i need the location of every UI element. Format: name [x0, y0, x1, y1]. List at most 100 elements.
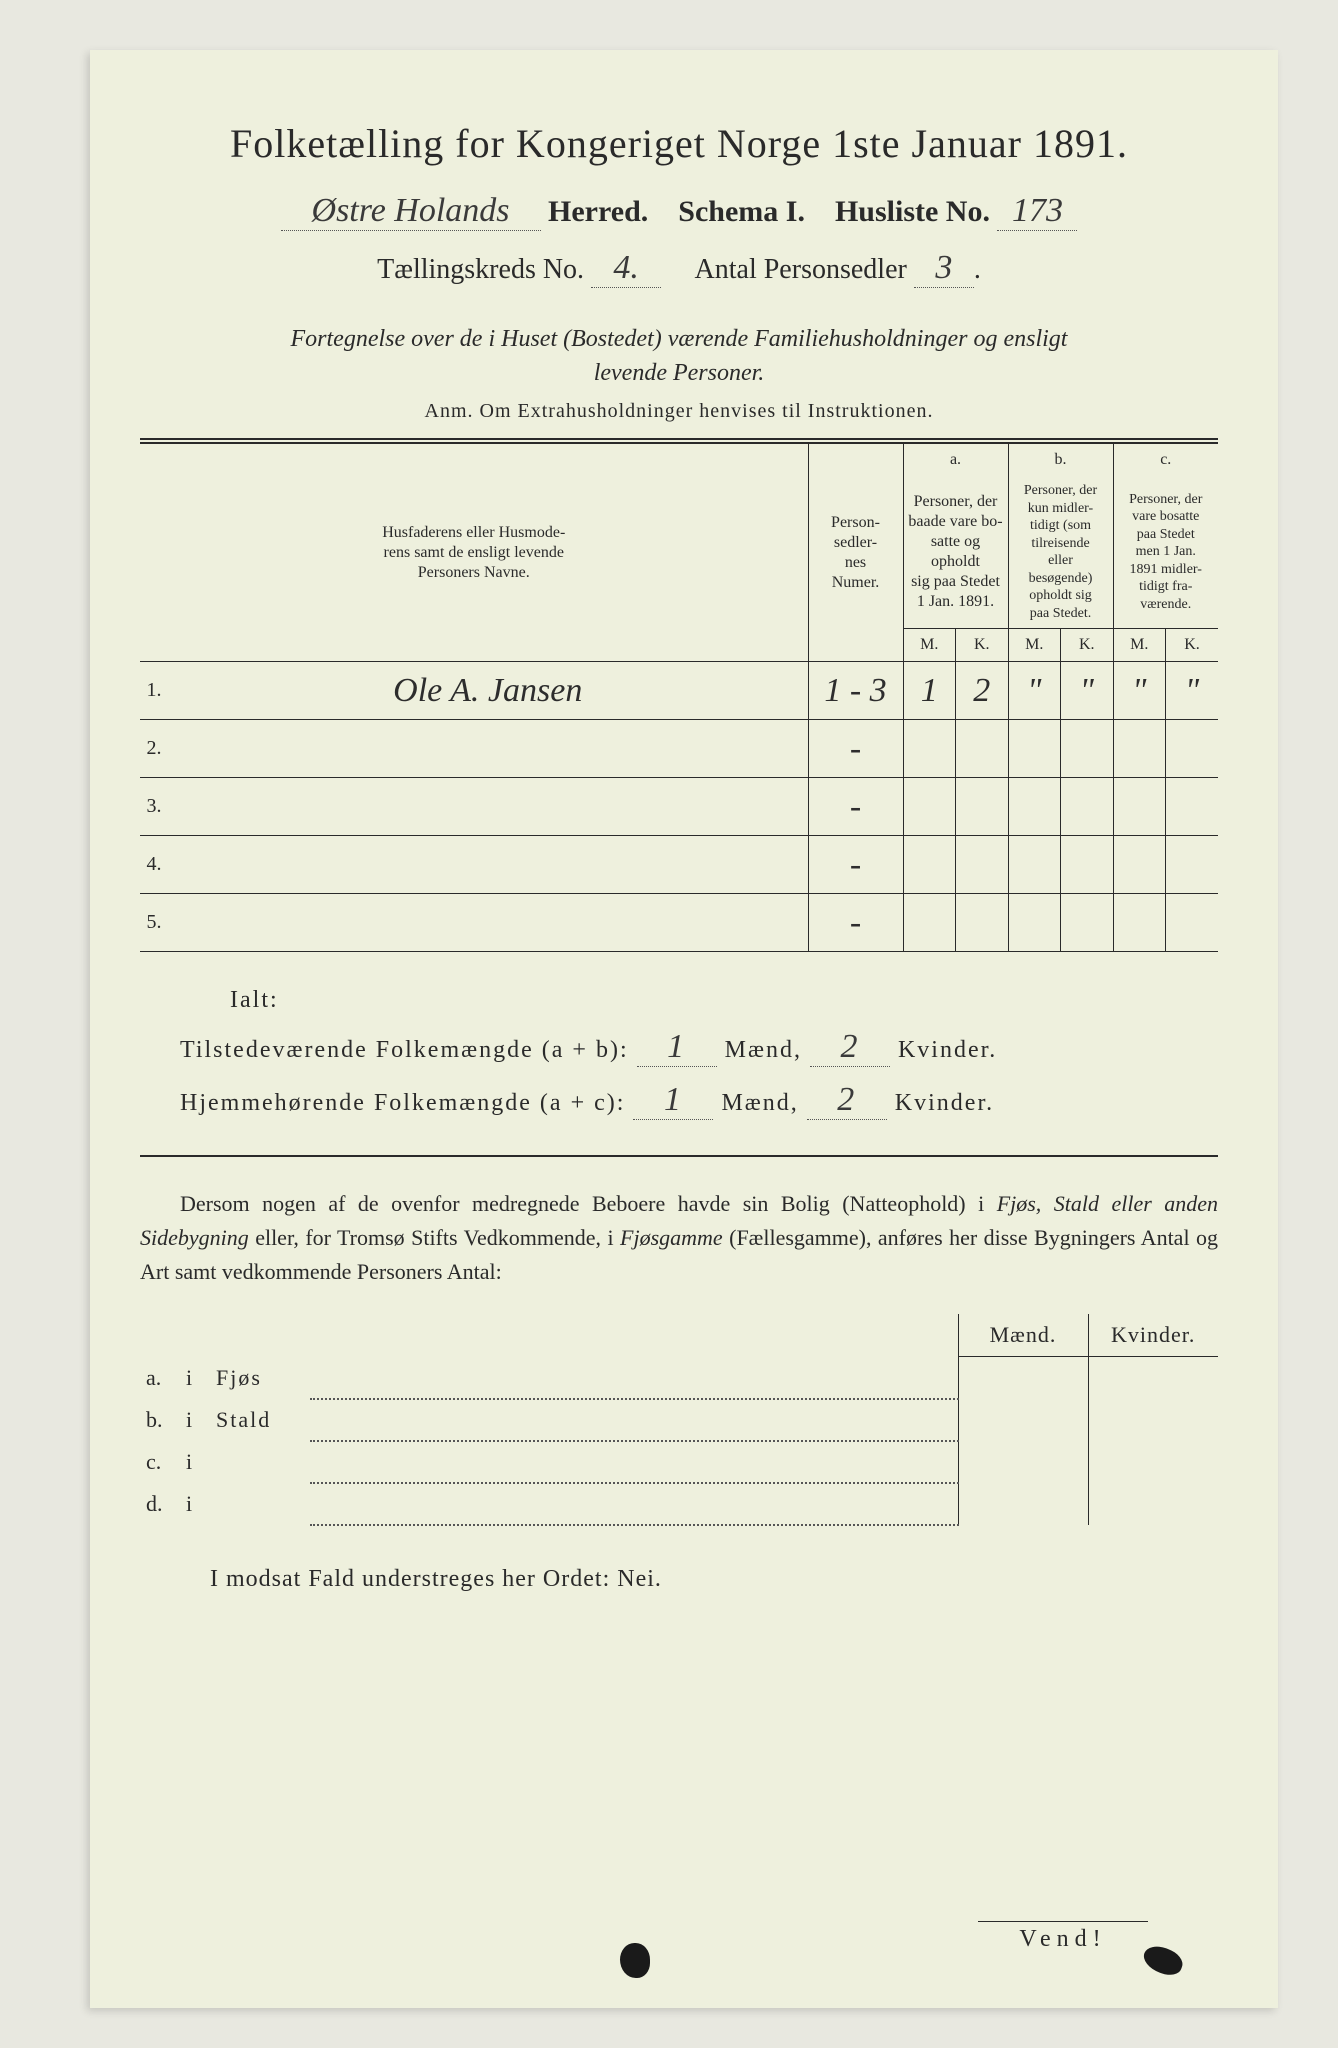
b-m: M.: [1008, 629, 1061, 662]
building-row: c.i: [140, 1441, 1218, 1483]
sub-m-cell: [958, 1483, 1088, 1525]
sum1-label: Tilstedeværende Folkemængde (a + b):: [180, 1037, 629, 1063]
antal-label: Antal Personsedler: [695, 254, 907, 285]
sub-k-cell: [1088, 1399, 1218, 1441]
sub-k-cell: [1088, 1483, 1218, 1525]
sub-word: Stald: [210, 1399, 310, 1441]
antal-val: 3: [914, 249, 974, 288]
sub-word: [210, 1441, 310, 1483]
kreds-label: Tællingskreds No.: [377, 254, 584, 285]
sub-m-cell: [958, 1357, 1088, 1399]
building-row: b.iStald: [140, 1399, 1218, 1441]
bk-cell: [1061, 894, 1114, 952]
sub-head-k: Kvinder.: [1088, 1314, 1218, 1357]
sub-i: i: [180, 1441, 210, 1483]
sub-k-cell: [1088, 1357, 1218, 1399]
sum2-klbl: Kvinder.: [895, 1090, 994, 1116]
building-row: a.iFjøs: [140, 1357, 1218, 1399]
page-title: Folketælling for Kongeriget Norge 1ste J…: [140, 120, 1218, 167]
sub-dots: [310, 1399, 958, 1441]
grp-c-desc: Personer, der vare bosatte paa Stedet me…: [1113, 476, 1218, 629]
ck-cell: [1166, 894, 1219, 952]
ak-cell: [956, 836, 1009, 894]
num-cell: 1 - 3: [808, 662, 903, 720]
row-number: 5.: [140, 894, 168, 952]
cm-cell: [1113, 836, 1166, 894]
name-cell: Ole A. Jansen: [168, 662, 808, 720]
ak-cell: [956, 778, 1009, 836]
grp-c-label: c.: [1113, 444, 1218, 477]
am-cell: 1: [903, 662, 956, 720]
am-cell: [903, 720, 956, 778]
row-number: 3.: [140, 778, 168, 836]
row-number: 1.: [140, 662, 168, 720]
subtitle-l1: Fortegnelse over de i Huset (Bostedet) v…: [291, 326, 1068, 352]
a-m: M.: [903, 629, 956, 662]
cm-cell: [1113, 778, 1166, 836]
col-numer-header: Person- sedler- nes Numer.: [808, 444, 903, 662]
sub-k-cell: [1088, 1441, 1218, 1483]
name-cell: [168, 720, 808, 778]
table-row: 5. -: [140, 894, 1218, 952]
am-cell: [903, 836, 956, 894]
ak-cell: [956, 894, 1009, 952]
herred-line: Østre Holands Herred. Schema I. Husliste…: [140, 192, 1218, 231]
b-k: K.: [1061, 629, 1114, 662]
sub-word: Fjøs: [210, 1357, 310, 1399]
bm-cell: [1008, 836, 1061, 894]
subtitle-l2: levende Personer.: [594, 360, 765, 386]
buildings-table: Mænd. Kvinder. a.iFjøsb.iStaldc.id.i: [140, 1314, 1218, 1526]
bm-cell: ": [1008, 662, 1061, 720]
sum2-k: 2: [807, 1081, 887, 1120]
a-k: K.: [956, 629, 1009, 662]
ck-cell: [1166, 778, 1219, 836]
c-m: M.: [1113, 629, 1166, 662]
building-row: d.i: [140, 1483, 1218, 1525]
bk-cell: [1061, 836, 1114, 894]
name-cell: [168, 894, 808, 952]
grp-a-label: a.: [903, 444, 1008, 477]
kreds-line: Tællingskreds No. 4. Antal Personsedler …: [140, 249, 1218, 288]
sum1-klbl: Kvinder.: [898, 1037, 997, 1063]
sum2-m: 1: [633, 1081, 713, 1120]
census-form-page: Folketælling for Kongeriget Norge 1ste J…: [90, 50, 1278, 2008]
paper-tear-icon: [620, 1943, 650, 1978]
husliste-no: 173: [997, 192, 1077, 231]
ialt-label: Ialt:: [230, 987, 1218, 1014]
am-cell: [903, 778, 956, 836]
divider-mid: [140, 1155, 1218, 1157]
sub-letter: d.: [140, 1483, 180, 1525]
cm-cell: [1113, 720, 1166, 778]
bk-cell: ": [1061, 662, 1114, 720]
sub-dots: [310, 1441, 958, 1483]
cm-cell: ": [1113, 662, 1166, 720]
sum2-mlbl: Mænd,: [721, 1090, 798, 1116]
col-names-header: Husfaderens eller Husmode- rens samt de …: [140, 444, 808, 662]
table-row: 3. -: [140, 778, 1218, 836]
num-cell: -: [808, 894, 903, 952]
ck-cell: [1166, 720, 1219, 778]
sum1-m: 1: [637, 1028, 717, 1067]
table-row: 1.Ole A. Jansen1 - 312"""": [140, 662, 1218, 720]
sub-m-cell: [958, 1441, 1088, 1483]
row-number: 4.: [140, 836, 168, 894]
grp-b-label: b.: [1008, 444, 1113, 477]
num-cell: -: [808, 720, 903, 778]
sum1-mlbl: Mænd,: [725, 1037, 802, 1063]
sum2-label: Hjemmehørende Folkemængde (a + c):: [180, 1090, 625, 1116]
anm-note: Anm. Om Extrahusholdninger henvises til …: [140, 400, 1218, 423]
herred-label: Herred.: [548, 195, 648, 228]
sub-letter: a.: [140, 1357, 180, 1399]
ck-cell: ": [1166, 662, 1219, 720]
vend-label: Vend!: [978, 1921, 1148, 1953]
bm-cell: [1008, 894, 1061, 952]
cm-cell: [1113, 894, 1166, 952]
sum-line-2: Hjemmehørende Folkemængde (a + c): 1 Mæn…: [180, 1081, 1218, 1120]
num-cell: -: [808, 778, 903, 836]
am-cell: [903, 894, 956, 952]
c-k: K.: [1166, 629, 1219, 662]
sub-dots: [310, 1357, 958, 1399]
ak-cell: 2: [956, 662, 1009, 720]
nei-line: I modsat Fald understreges her Ordet: Ne…: [210, 1566, 1218, 1593]
name-cell: [168, 836, 808, 894]
